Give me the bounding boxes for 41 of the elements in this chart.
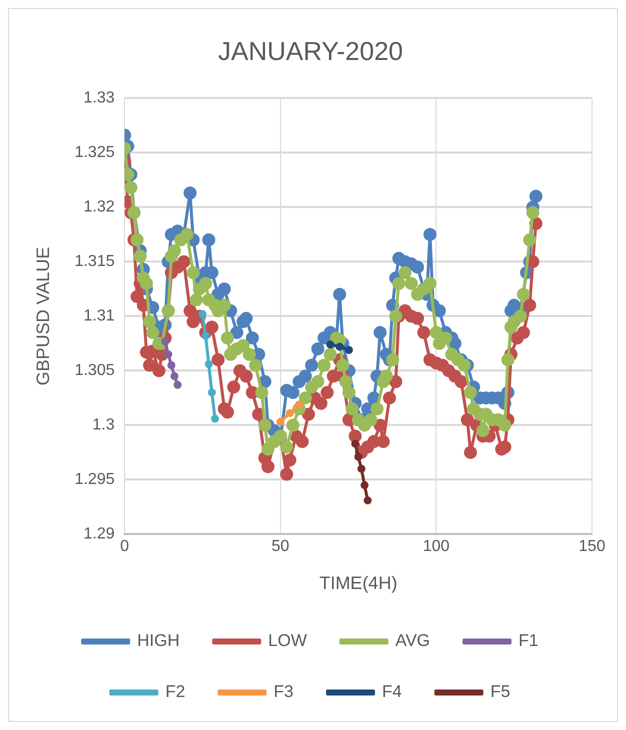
y-axis-title: GBPUSD VALUE <box>32 246 53 386</box>
point <box>344 346 353 354</box>
y-tick-label: 1.31 <box>84 308 115 325</box>
point <box>360 481 369 490</box>
legend-label: F3 <box>274 682 294 702</box>
legend-label: HIGH <box>137 631 180 650</box>
x-tick-label: 0 <box>120 538 130 556</box>
y-tick-label: 1.3 <box>92 416 115 434</box>
legend-label: LOW <box>268 631 307 650</box>
point <box>208 388 216 396</box>
point <box>336 342 344 351</box>
point <box>204 360 213 368</box>
chart-title: JANUARY-2020 <box>218 36 403 66</box>
y-tick-label: 1.33 <box>84 90 115 107</box>
y-tick-label: 1.32 <box>84 198 115 216</box>
y-tick-label: 1.315 <box>74 253 115 270</box>
legend-label: AVG <box>395 631 430 650</box>
x-tick-label: 50 <box>272 538 290 556</box>
point <box>164 350 172 358</box>
y-tick-label: 1.305 <box>74 362 115 380</box>
point <box>364 496 372 504</box>
point <box>167 361 176 370</box>
y-tick-label: 1.29 <box>84 526 115 543</box>
x-tick-label: 100 <box>422 538 450 556</box>
x-tick-label: 150 <box>578 538 606 556</box>
legend-label: F5 <box>490 682 510 702</box>
x-axis-title: TIME(4H) <box>319 573 398 594</box>
y-tick-label: 1.325 <box>74 144 115 162</box>
legend-label: F4 <box>382 682 402 702</box>
legend-label: F2 <box>165 682 186 702</box>
y-tick-label: 1.295 <box>74 471 115 488</box>
point <box>170 372 178 380</box>
legend-label: F1 <box>518 631 538 650</box>
point <box>286 409 294 418</box>
point <box>295 400 304 408</box>
point <box>174 380 182 389</box>
point <box>357 464 366 473</box>
point <box>210 414 219 423</box>
point <box>326 340 334 349</box>
point <box>351 440 360 448</box>
point <box>276 418 284 426</box>
